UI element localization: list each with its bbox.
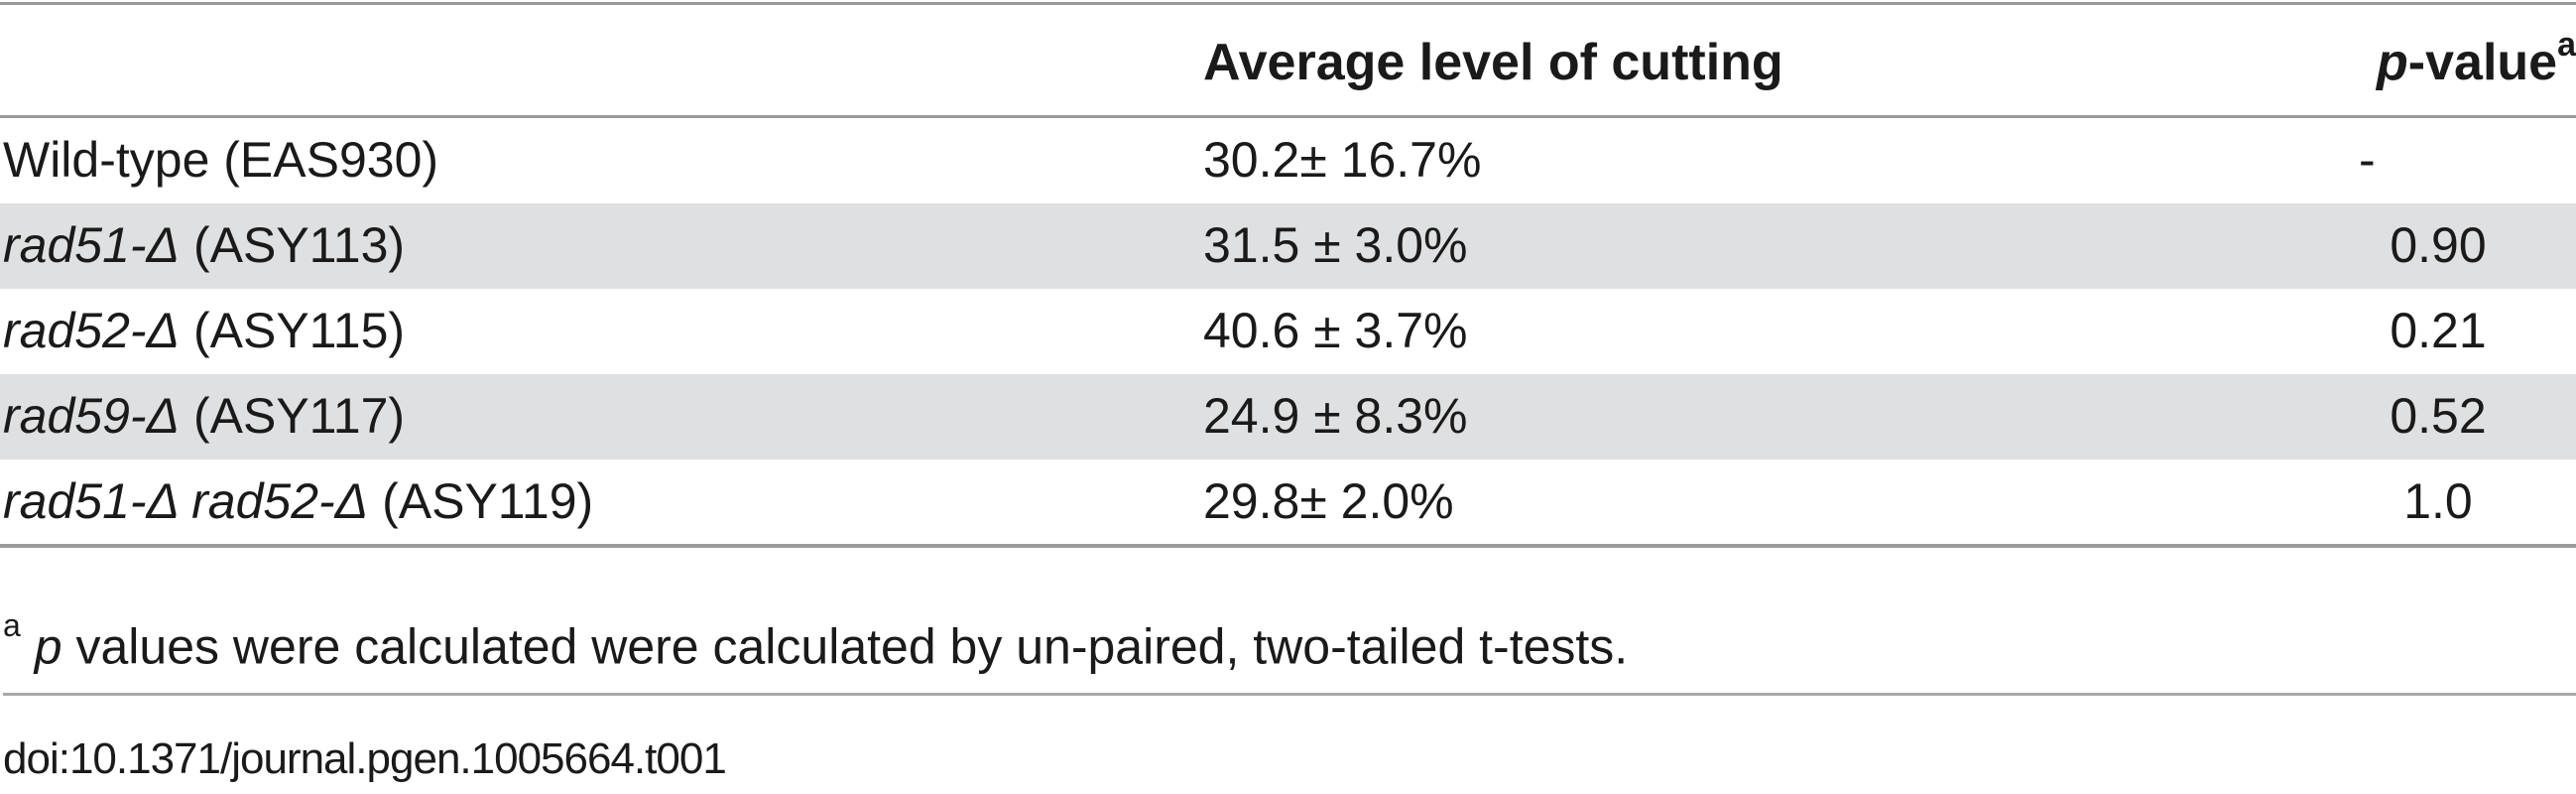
gene-name: rad51-Δ <box>3 217 181 273</box>
strain-cell: rad59-Δ (ASY117) <box>3 386 405 446</box>
average-cutting-cell: 40.6 ± 3.7% <box>1203 303 1468 358</box>
p-value-cell: - <box>2359 132 2376 188</box>
gene-name: rad51-Δ <box>3 473 179 529</box>
gene-name: rad59-Δ <box>3 388 181 444</box>
header-p-value: p-valuea <box>2377 28 2576 92</box>
average-cutting-cell: 30.2± 16.7% <box>1203 132 1482 188</box>
strain-cell: rad52-Δ (ASY115) <box>3 301 405 360</box>
header-p-italic: p <box>2377 34 2408 91</box>
table-header-rule <box>0 115 2576 118</box>
footnote-p-italic: p <box>34 618 62 675</box>
table-row: Wild-type (EAS930) 30.2± 16.7% - <box>0 118 2576 203</box>
table-top-rule <box>0 2 2576 5</box>
average-cutting-cell: 31.5 ± 3.0% <box>1203 217 1468 273</box>
strain-label: (ASY119) <box>368 473 594 529</box>
p-value-cell: 1.0 <box>2403 473 2473 529</box>
footnote-text: values were calculated were calculated b… <box>61 618 1629 675</box>
strain-label: (ASY115) <box>180 303 406 358</box>
strain-cell: Wild-type (EAS930) <box>3 130 438 190</box>
gene-name: rad52-Δ <box>3 303 181 358</box>
p-value-cell: 0.21 <box>2390 303 2487 358</box>
strain-cell: rad51-Δ rad52-Δ (ASY119) <box>3 471 593 531</box>
gene-name-2: rad52-Δ <box>178 473 369 529</box>
footnote-marker: a <box>3 607 21 643</box>
table-row: rad51-Δ rad52-Δ (ASY119) 29.8± 2.0% 1.0 <box>0 460 2576 545</box>
p-value-cell: 0.52 <box>2390 388 2487 444</box>
strain-cell: rad51-Δ (ASY113) <box>3 215 405 275</box>
table-row: rad52-Δ (ASY115) 40.6 ± 3.7% 0.21 <box>0 289 2576 374</box>
table-row: rad59-Δ (ASY117) 24.9 ± 8.3% 0.52 <box>0 374 2576 460</box>
strain-label: Wild-type (EAS930) <box>3 132 439 188</box>
average-cutting-cell: 24.9 ± 8.3% <box>1203 388 1468 444</box>
doi-link[interactable]: doi:10.1371/journal.pgen.1005664.t001 <box>3 734 727 783</box>
table-header-row: Average level of cutting p-valuea <box>0 5 2576 115</box>
average-cutting-cell: 29.8± 2.0% <box>1203 473 1454 529</box>
header-p-superscript: a <box>2557 25 2576 64</box>
p-value-cell: 0.90 <box>2390 217 2487 273</box>
strain-label: (ASY117) <box>180 388 406 444</box>
strain-label: (ASY113) <box>180 217 406 273</box>
doi-rule <box>3 693 2576 696</box>
header-average-level-of-cutting: Average level of cutting <box>1203 34 1783 91</box>
header-p-rest: -value <box>2407 34 2558 91</box>
table-bottom-rule <box>0 544 2576 548</box>
table-row: rad51-Δ (ASY113) 31.5 ± 3.0% 0.90 <box>0 203 2576 289</box>
